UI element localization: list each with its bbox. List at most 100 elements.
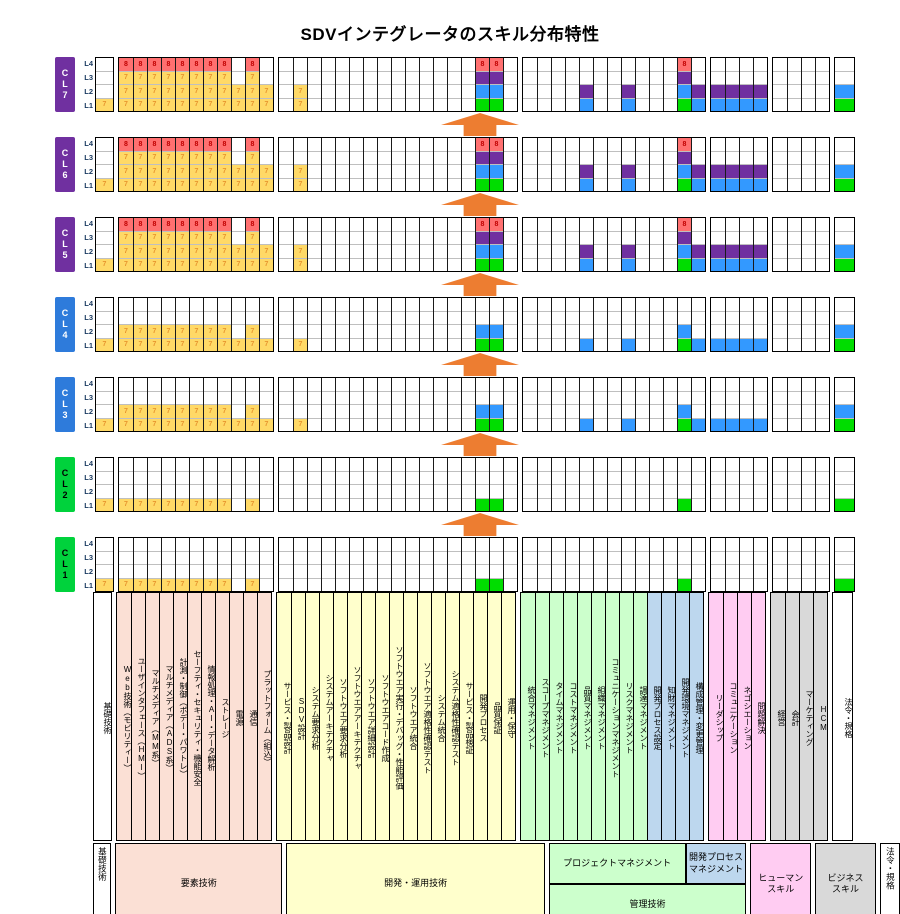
skill-matrix: C L 7 L4 L3 L2 L1 7 8 7 7 7 8 7 7 7 8 7 7 7 8 7 7 7 8 7 7 7 8 7 7 7 8 7 7 7… <box>55 57 900 914</box>
group-box <box>834 137 855 192</box>
grid-column <box>461 538 475 591</box>
grid-cell <box>308 538 321 551</box>
grid-column: 8 <box>677 138 691 191</box>
grid-cell <box>378 244 391 258</box>
grid-cell <box>462 138 475 151</box>
grid-cell <box>538 470 551 485</box>
grid-cell <box>119 538 133 551</box>
grid-column <box>523 458 537 511</box>
grid-column <box>349 138 363 191</box>
grid-cell <box>392 230 405 245</box>
grid-cell: 7 <box>204 324 217 338</box>
grid-cell <box>462 538 475 551</box>
grid-cell <box>176 550 189 565</box>
grid-cell <box>740 390 753 405</box>
grid-cell <box>538 138 551 151</box>
grid-cell <box>816 150 829 165</box>
group-box: 7 <box>95 377 114 432</box>
grid-column <box>405 138 419 191</box>
grid-cell <box>566 378 579 391</box>
grid-cell <box>711 497 725 512</box>
grid-cell <box>754 497 767 512</box>
group-box <box>834 57 855 112</box>
grid-cell <box>392 164 405 178</box>
grid-cell <box>773 564 787 578</box>
grid-cell <box>378 164 391 178</box>
grid-cell <box>462 390 475 405</box>
grid-cell: 7 <box>190 577 203 591</box>
grid-cell <box>566 230 579 245</box>
column-label: タイムマネジメント <box>549 593 564 840</box>
grid-column <box>635 378 649 431</box>
grid-cell: 7 <box>190 177 203 191</box>
grid-cell: 7 <box>204 164 217 178</box>
grid-cell <box>692 404 705 418</box>
grid-column <box>739 298 753 351</box>
grid-column <box>815 538 829 591</box>
label-group-box: 統合マネジメント スコープマネジメント タイムマネジメント コストマネジメント 品質マネ… <box>520 592 704 841</box>
grid-cell <box>350 497 363 512</box>
grid-cell <box>773 378 787 391</box>
grid-cell <box>260 70 273 85</box>
grid-cell: 7 <box>246 164 259 178</box>
grid-column: 7 <box>96 218 113 271</box>
grid-cell <box>552 97 565 112</box>
grid-cell <box>322 298 335 311</box>
grid-cell: 7 <box>190 97 203 111</box>
grid-column <box>307 218 321 271</box>
grid-cell <box>448 484 461 498</box>
group-box <box>710 217 768 272</box>
grid-cell <box>322 484 335 498</box>
label-group-box: Web技術（モビリティー） ユーザインタフェース（HMI） マルチメディア（MM系）… <box>116 592 272 841</box>
grid-cell <box>622 550 635 565</box>
grid-cell: 7 <box>162 497 175 511</box>
grid-cell <box>504 577 517 592</box>
column-label: ストレージ <box>215 593 230 840</box>
grid-cell <box>336 84 349 98</box>
group-box <box>834 217 855 272</box>
grid-cell <box>773 310 787 325</box>
grid-cell <box>294 564 307 578</box>
grid-cell <box>636 164 649 178</box>
grid-cell <box>504 177 517 192</box>
grid-cell <box>538 324 551 338</box>
grid-cell <box>566 70 579 85</box>
grid-cell: 7 <box>162 337 175 351</box>
grid-column <box>307 458 321 511</box>
grid-column <box>649 58 663 111</box>
grid-cell <box>232 150 245 165</box>
grid-cell <box>608 218 621 231</box>
grid-cell <box>835 337 854 351</box>
grid-cell <box>364 230 377 245</box>
grid-cell <box>754 164 767 178</box>
grid-column <box>635 458 649 511</box>
grid-cell <box>678 564 691 578</box>
grid-column <box>537 218 551 271</box>
grid-cell <box>636 150 649 165</box>
grid-cell <box>392 177 405 192</box>
grid-cell <box>246 484 259 498</box>
grid-cell <box>636 310 649 325</box>
grid-cell <box>835 538 854 551</box>
grid-cell <box>260 458 273 471</box>
grid-cell <box>420 538 433 551</box>
grid-cell <box>754 138 767 151</box>
grid-cell <box>788 417 801 432</box>
grid-cell <box>350 150 363 165</box>
grid-cell <box>594 150 607 165</box>
grid-cell <box>134 550 147 565</box>
grid-cell <box>294 58 307 71</box>
column-label: 開発プロセス設定 <box>647 593 662 840</box>
grid-cell <box>246 298 259 311</box>
grid-cell <box>566 58 579 71</box>
group-box <box>772 137 830 192</box>
grid-cell: 7 <box>246 230 259 244</box>
grid-cell <box>594 550 607 565</box>
grid-cell <box>504 84 517 98</box>
grid-cell <box>378 150 391 165</box>
grid-cell <box>580 58 593 71</box>
